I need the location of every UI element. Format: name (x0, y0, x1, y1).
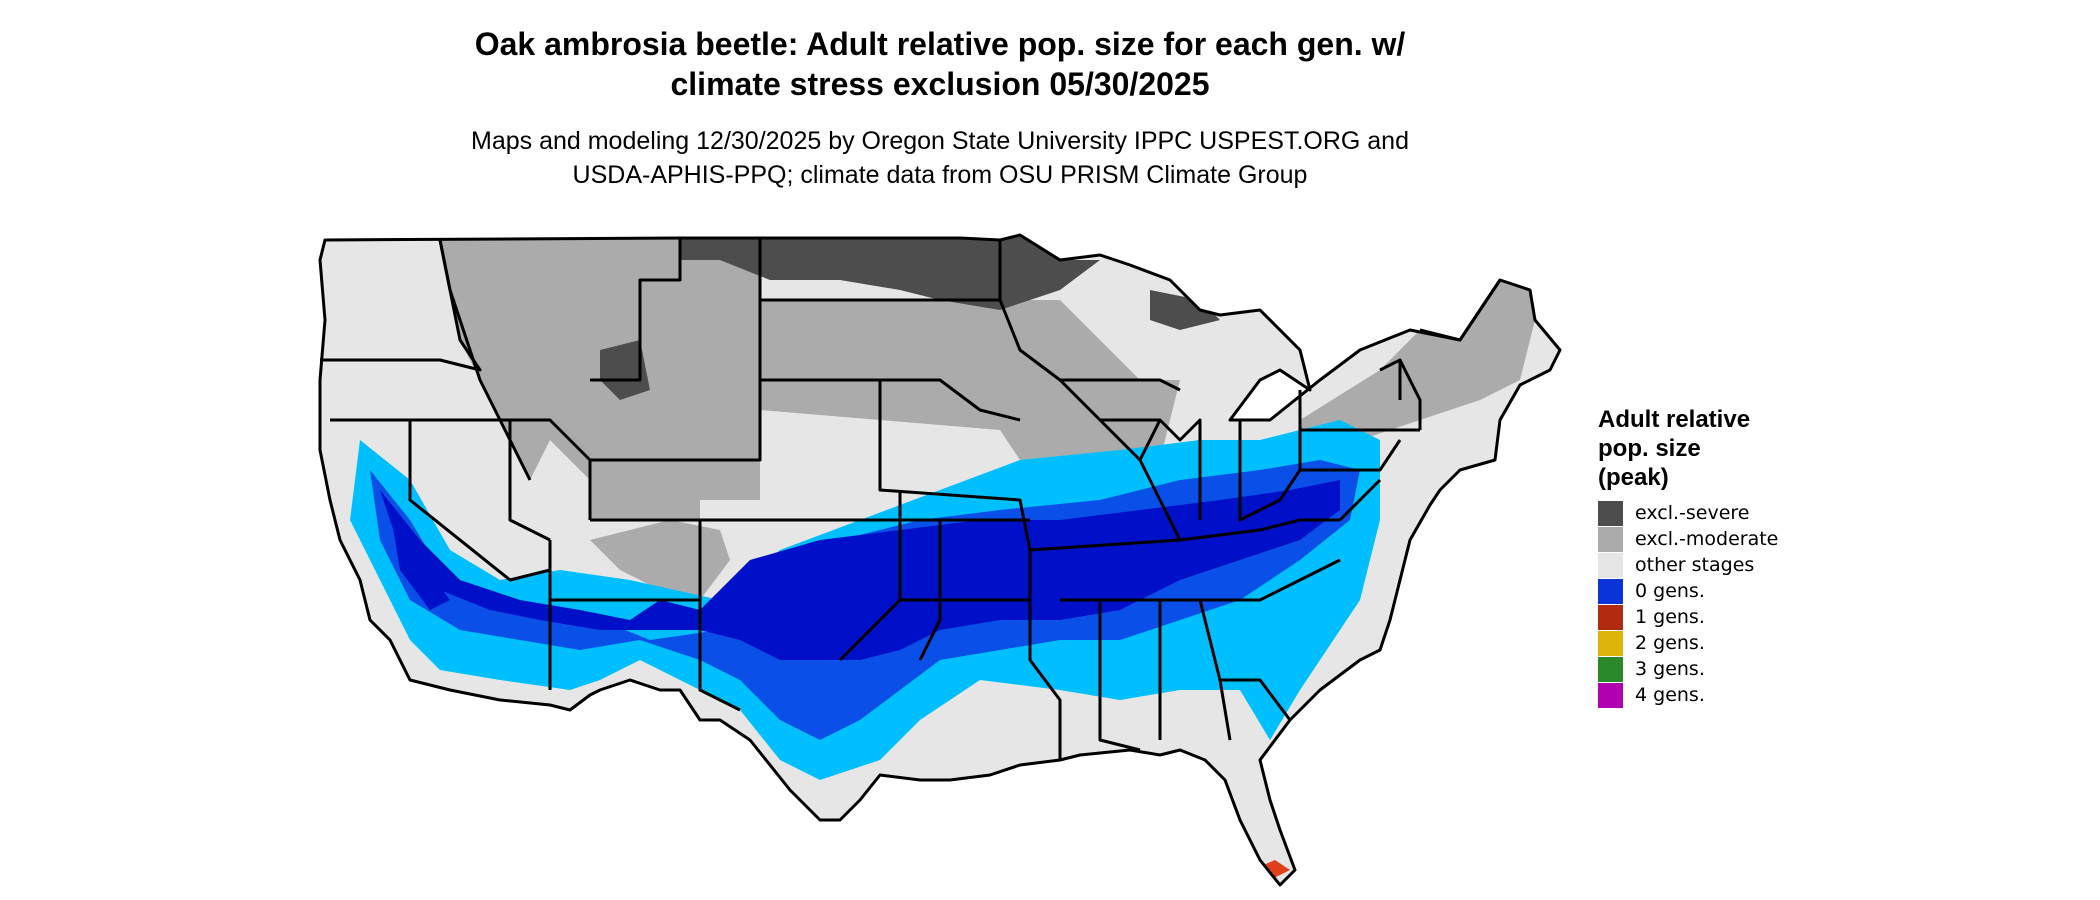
legend-label: 4 gens. (1635, 684, 1705, 706)
legend-item-excl-moderate: excl.-moderate (1598, 526, 1898, 552)
map-subtitle-line1: Maps and modeling 12/30/2025 by Oregon S… (471, 127, 1409, 155)
legend-swatch (1598, 578, 1623, 604)
map-subtitle: Maps and modeling 12/30/2025 by Oregon S… (0, 124, 1880, 192)
map-subtitle-line2: USDA-APHIS-PPQ; climate data from OSU PR… (572, 161, 1308, 189)
legend-item-2-gens: 2 gens. (1598, 630, 1898, 656)
legend-title-line2: pop. size (1598, 435, 1701, 462)
legend-swatch (1598, 526, 1623, 552)
legend-title: Adult relative pop. size (peak) (1598, 405, 1898, 492)
legend-title-line1: Adult relative (1598, 406, 1751, 433)
us-map (318, 233, 1562, 887)
map-fill (320, 235, 1560, 885)
legend-title-line3: (peak) (1598, 464, 1669, 491)
map-title-line1: Oak ambrosia beetle: Adult relative pop.… (474, 26, 1406, 62)
legend-item-0-gens: 0 gens. (1598, 578, 1898, 604)
legend-item-3-gens: 3 gens. (1598, 656, 1898, 682)
map-title: Oak ambrosia beetle: Adult relative pop.… (0, 24, 1880, 104)
legend-label: excl.-severe (1635, 502, 1750, 524)
legend-label: 3 gens. (1635, 658, 1705, 680)
legend-item-1-gens: 1 gens. (1598, 604, 1898, 630)
legend-swatch (1598, 552, 1623, 578)
legend-label: 0 gens. (1635, 580, 1705, 602)
legend: Adult relative pop. size (peak) excl.-se… (1598, 405, 1898, 708)
legend-swatch (1598, 656, 1623, 682)
legend-item-other-stages: other stages (1598, 552, 1898, 578)
map-title-line2: climate stress exclusion 05/30/2025 (670, 66, 1210, 102)
legend-label: 2 gens. (1635, 632, 1705, 654)
legend-item-4-gens: 4 gens. (1598, 682, 1898, 708)
state-boundaries (318, 233, 1562, 887)
legend-swatch (1598, 604, 1623, 630)
legend-label: excl.-moderate (1635, 528, 1779, 550)
legend-swatch (1598, 682, 1623, 708)
legend-item-excl-severe: excl.-severe (1598, 500, 1898, 526)
legend-swatch (1598, 630, 1623, 656)
legend-swatch (1598, 500, 1623, 526)
legend-label: 1 gens. (1635, 606, 1705, 628)
legend-label: other stages (1635, 554, 1755, 576)
